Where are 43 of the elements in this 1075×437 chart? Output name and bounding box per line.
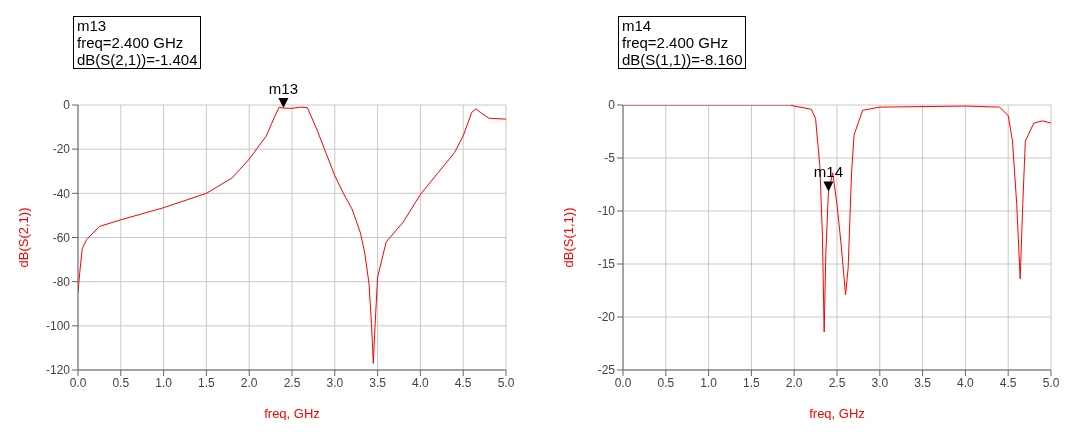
y-tick-label: -15 bbox=[597, 257, 616, 272]
x-tick-label: 5.0 bbox=[1042, 375, 1060, 390]
x-tick-label: 2.0 bbox=[785, 375, 803, 390]
x-tick-label: 2.5 bbox=[828, 375, 846, 390]
x-tick-label: 0.5 bbox=[657, 375, 675, 390]
x-tick-label: 0.0 bbox=[69, 375, 87, 390]
x-tick-label: 1.0 bbox=[700, 375, 718, 390]
x-tick-label: 1.0 bbox=[155, 375, 173, 390]
x-tick-label: 0.0 bbox=[614, 375, 632, 390]
y-tick-label: -20 bbox=[52, 142, 71, 157]
x-tick-label: 2.5 bbox=[283, 375, 301, 390]
text: m13 freq=2.400 GHz dB(S(2,1))=-1.404 bbox=[77, 17, 198, 68]
y-tick-label: 0 bbox=[608, 98, 616, 113]
x-tick-label: 5.0 bbox=[497, 375, 515, 390]
x-axis-title: freq, GHz bbox=[264, 406, 320, 421]
x-tick-label: 4.5 bbox=[999, 375, 1017, 390]
x-tick-label: 0.5 bbox=[112, 375, 130, 390]
y-tick-label: -80 bbox=[52, 274, 71, 289]
y-axis-title: dB(S(1,1)) bbox=[560, 207, 576, 268]
x-tick-label: 4.0 bbox=[957, 375, 975, 390]
x-tick-label: 2.0 bbox=[240, 375, 258, 390]
text: m14 freq=2.400 GHz dB(S(1,1))=-8.160 bbox=[622, 17, 743, 68]
x-tick-label: 1.5 bbox=[198, 375, 216, 390]
x-axis-title: freq, GHz bbox=[809, 406, 865, 421]
x-tick-label: 4.5 bbox=[454, 375, 472, 390]
y-tick-label: -25 bbox=[597, 363, 616, 378]
y-tick-label: -60 bbox=[52, 230, 71, 245]
y-tick-label: -120 bbox=[45, 363, 71, 378]
x-tick-label: 3.5 bbox=[914, 375, 932, 390]
y-tick-label: 0 bbox=[63, 98, 71, 113]
y-axis-title: dB(S(2,1)) bbox=[15, 207, 31, 268]
x-tick-label: 4.0 bbox=[412, 375, 430, 390]
x-tick-label: 1.5 bbox=[743, 375, 761, 390]
x-tick-label: 3.5 bbox=[369, 375, 387, 390]
annotation: m13 bbox=[268, 80, 299, 98]
y-tick-label: -40 bbox=[52, 186, 71, 201]
y-tick-label: -10 bbox=[597, 204, 616, 219]
annotation: m14 bbox=[813, 163, 844, 181]
x-tick-label: 3.0 bbox=[871, 375, 889, 390]
y-tick-label: -20 bbox=[597, 310, 616, 325]
y-tick-label: -5 bbox=[604, 151, 616, 166]
x-tick-label: 3.0 bbox=[326, 375, 344, 390]
y-tick-label: -100 bbox=[45, 319, 71, 334]
